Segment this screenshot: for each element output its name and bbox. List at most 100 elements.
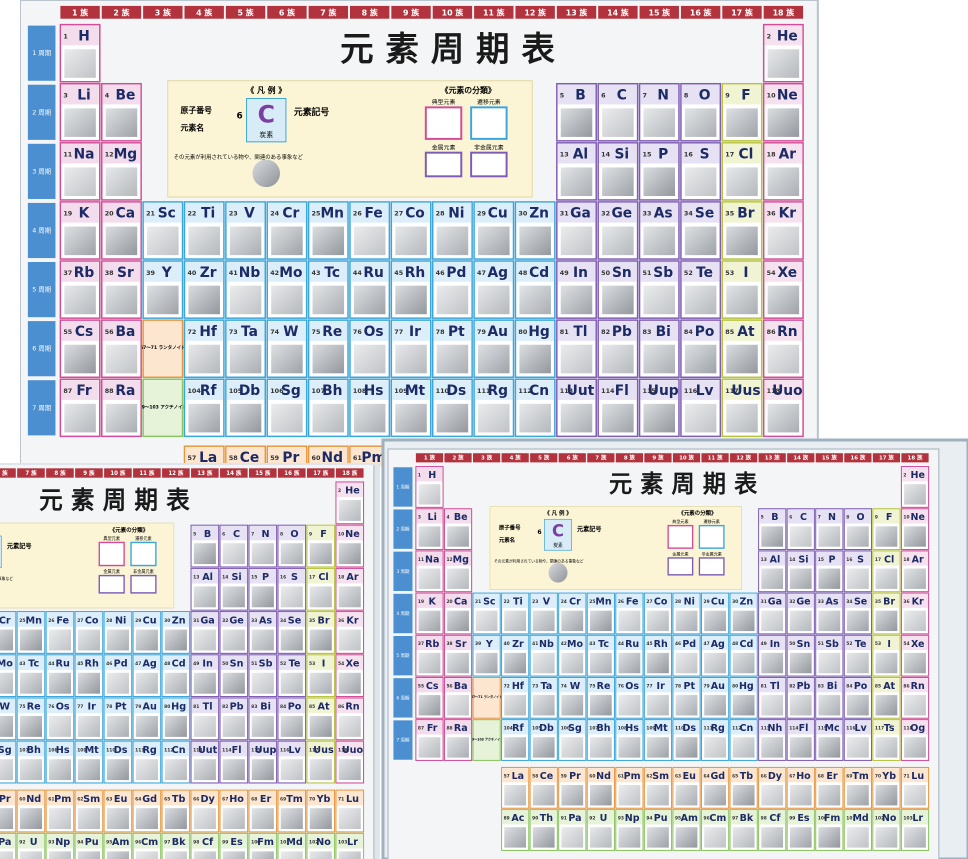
element-photo xyxy=(519,403,551,433)
element-band xyxy=(764,25,803,46)
element-symbol: Cd xyxy=(172,658,186,669)
element-symbol: Md xyxy=(286,837,303,848)
element-symbol: Be xyxy=(115,88,135,104)
atomic-number: 112 xyxy=(518,387,531,395)
atomic-number: 21 xyxy=(146,210,155,218)
element-symbol: Mg xyxy=(114,147,138,163)
element-symbol: Fe xyxy=(365,206,383,222)
legend-example-cell xyxy=(0,535,2,569)
atomic-number: 13 xyxy=(193,574,199,580)
element-symbol: No xyxy=(882,813,897,824)
element-photo xyxy=(64,108,96,137)
element-symbol: B xyxy=(204,529,211,540)
element-band xyxy=(307,698,334,714)
atomic-number: 64 xyxy=(704,773,710,779)
element-symbol: Ir xyxy=(88,702,96,713)
element-photo xyxy=(309,543,332,565)
element-band xyxy=(17,612,45,627)
element-band xyxy=(61,25,99,46)
element-photo xyxy=(478,403,510,433)
legend-example-name: 炭素 xyxy=(553,542,563,549)
group-header xyxy=(308,5,349,19)
element-photo xyxy=(847,737,869,758)
element-symbol: Tm xyxy=(286,794,303,805)
group-label: 11 族 xyxy=(139,469,154,477)
element-photo xyxy=(726,226,758,256)
atomic-number: 64 xyxy=(135,796,141,802)
atomic-number: 26 xyxy=(353,210,362,218)
atomic-number: 7 xyxy=(818,515,821,521)
element-band xyxy=(902,551,928,566)
element-band xyxy=(75,698,103,714)
element-band xyxy=(133,698,161,714)
classification-box xyxy=(667,557,694,576)
atomic-number: 2 xyxy=(767,32,771,40)
atomic-number: 61 xyxy=(618,773,624,779)
element-photo xyxy=(147,285,179,315)
group-header xyxy=(60,5,100,19)
element-symbol: Pm xyxy=(361,450,385,466)
element-symbol: Te xyxy=(289,658,301,669)
element-band xyxy=(278,834,305,849)
element-band xyxy=(681,321,720,341)
group-label: 11 族 xyxy=(708,454,723,462)
element-symbol: C xyxy=(617,88,627,104)
atomic-number: 51 xyxy=(818,641,824,647)
element-photo xyxy=(135,851,158,859)
element-band xyxy=(616,720,643,735)
element-band xyxy=(530,720,557,735)
element-photo xyxy=(767,285,800,315)
group-header xyxy=(558,453,586,463)
element-photo xyxy=(164,851,187,859)
element-photo xyxy=(818,610,841,632)
element-band xyxy=(17,834,45,849)
element-band xyxy=(673,678,700,693)
element-band xyxy=(530,810,557,825)
group-header xyxy=(644,453,672,463)
poster: 1 族 2 族 3 族 4 族 5 族 6 族 7 族 8 族 9 族 10 族 11 族 12 族 1… xyxy=(387,448,940,859)
element-photo xyxy=(338,672,361,694)
element-symbol: Sc xyxy=(483,596,496,607)
atomic-number: 79 xyxy=(477,328,486,336)
element-photo xyxy=(251,629,274,651)
element-photo xyxy=(732,695,755,716)
atomic-number: 109 xyxy=(646,726,655,732)
atomic-number: 77 xyxy=(394,328,403,336)
element-band xyxy=(645,810,671,825)
atomic-number: 99 xyxy=(222,839,228,845)
group-header xyxy=(587,453,615,463)
group-header xyxy=(530,453,558,463)
element-photo xyxy=(647,610,669,632)
element-band xyxy=(587,635,614,651)
element-band xyxy=(104,741,132,757)
element-symbol: Zn xyxy=(172,615,186,626)
element-band xyxy=(445,593,471,608)
element-photo xyxy=(560,226,593,256)
element-band xyxy=(616,810,643,825)
atomic-number: 101 xyxy=(280,839,289,845)
group-header xyxy=(598,5,638,19)
atomic-number: 53 xyxy=(309,661,315,667)
element-band xyxy=(702,593,728,608)
element-photo xyxy=(761,568,784,589)
element-photo xyxy=(193,808,216,830)
atomic-number: 118 xyxy=(767,387,781,395)
element-photo xyxy=(875,526,898,547)
group-header xyxy=(75,468,103,478)
element-symbol: Hg xyxy=(739,681,754,692)
atomic-number: 8 xyxy=(846,515,849,521)
element-band xyxy=(723,380,761,400)
atomic-number: 40 xyxy=(187,269,196,277)
element-photo xyxy=(251,759,274,781)
element-band xyxy=(307,612,334,627)
element-symbol: Cl xyxy=(884,554,894,565)
element-symbol: Pr xyxy=(282,450,299,466)
group-label: 12 族 xyxy=(736,454,751,462)
element-photo xyxy=(164,759,187,781)
atomic-number: 82 xyxy=(601,328,610,336)
element-symbol: P xyxy=(829,554,836,565)
atomic-number: 24 xyxy=(270,210,279,218)
atomic-number: 28 xyxy=(106,618,112,624)
element-symbol: Al xyxy=(202,572,213,583)
atomic-number: 8 xyxy=(280,531,283,537)
